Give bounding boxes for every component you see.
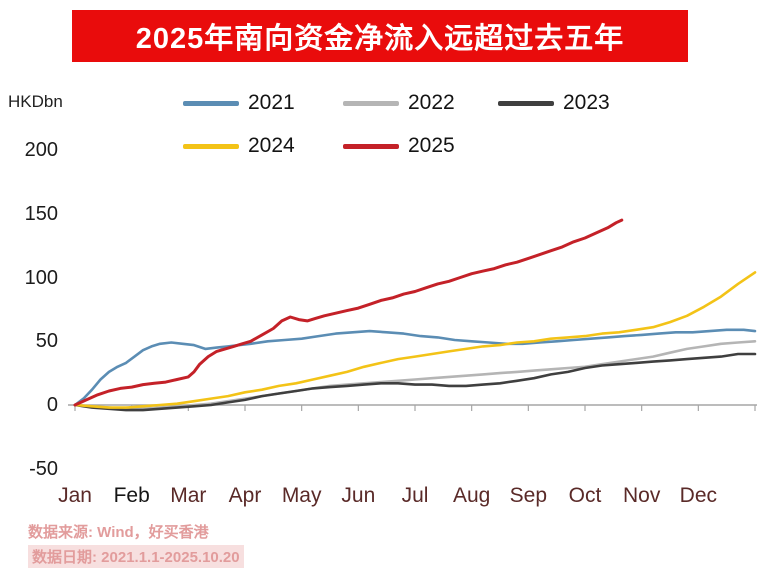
x-label-oct: Oct xyxy=(568,484,602,507)
y-tick-100: 100 xyxy=(24,266,58,289)
x-label-jan: Jan xyxy=(58,484,92,507)
y-tick-50: 50 xyxy=(35,330,58,353)
legend-swatch-2021 xyxy=(183,100,239,106)
x-label-sep: Sep xyxy=(509,484,548,507)
legend-swatch-2023 xyxy=(498,100,554,106)
y-tick-150: 150 xyxy=(24,202,58,225)
x-label-jul: Jul xyxy=(401,484,429,507)
legend-label-2022: 2022 xyxy=(408,91,455,114)
chart-title-banner: 2025年南向资金净流入远超过去五年 xyxy=(72,10,688,62)
x-label-may: May xyxy=(281,484,322,507)
chart-title: 2025年南向资金净流入远超过去五年 xyxy=(135,23,625,55)
legend-item-2024: 2024 xyxy=(183,133,295,159)
legend-swatch-2022 xyxy=(343,100,399,106)
legend-item-2021: 2021 xyxy=(183,90,295,116)
x-label-mar: Mar xyxy=(170,484,207,507)
data-date-note: 数据日期: 2021.1.1-2025.10.20 xyxy=(28,545,244,568)
y-tick-0: 0 xyxy=(46,394,58,416)
legend-swatch-2024 xyxy=(183,143,239,149)
x-label-feb: Feb xyxy=(113,484,150,507)
x-label-apr: Apr xyxy=(228,484,262,507)
legend-item-2025: 2025 xyxy=(343,133,455,159)
legend-label-2024: 2024 xyxy=(248,134,295,157)
y-tick-200: 200 xyxy=(24,139,58,161)
x-label-dec: Dec xyxy=(679,484,718,507)
legend-label-2025: 2025 xyxy=(408,134,455,157)
legend-item-2023: 2023 xyxy=(498,90,610,116)
x-label-nov: Nov xyxy=(622,484,661,507)
legend-swatch-2025 xyxy=(343,143,399,149)
y-tick-neg50: -50 xyxy=(29,457,58,480)
y-axis-unit-label: HKDbn xyxy=(8,92,63,111)
legend-label-2023: 2023 xyxy=(563,91,610,114)
legend-item-2022: 2022 xyxy=(343,90,455,116)
legend-label-2021: 2021 xyxy=(248,91,295,114)
data-source-note: 数据来源: Wind，好买香港 xyxy=(28,524,209,541)
x-label-jun: Jun xyxy=(341,484,376,507)
x-label-aug: Aug xyxy=(452,484,491,507)
